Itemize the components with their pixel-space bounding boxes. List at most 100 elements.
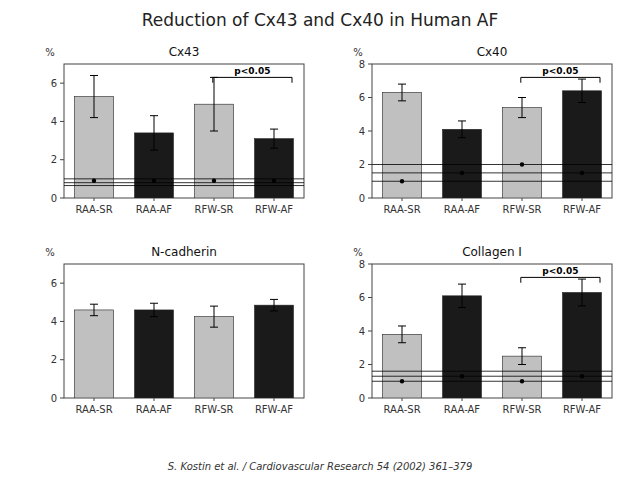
y-axis-label: %	[353, 47, 363, 58]
y-axis-label: %	[45, 247, 55, 258]
y-tick	[60, 83, 64, 84]
error-bar	[458, 284, 466, 307]
horizontal-line	[64, 178, 304, 179]
y-tick-label: 6	[359, 92, 365, 103]
y-tick	[368, 64, 372, 65]
error-bar	[270, 299, 278, 310]
y-tick	[368, 97, 372, 98]
y-tick-label: 2	[359, 159, 365, 170]
dot	[400, 179, 404, 183]
y-tick-label: 6	[359, 292, 365, 303]
x-tick	[522, 198, 523, 201]
y-tick-label: 4	[51, 316, 57, 327]
y-tick	[368, 398, 372, 399]
y-tick-label: 0	[359, 193, 365, 204]
panel-title: Cx43	[169, 45, 200, 59]
panel: 02468%RAA-SRRAA-AFRFW-SRRFW-AFCx40p<0.05	[353, 45, 612, 215]
horizontal-line	[372, 376, 612, 377]
x-tick-label: RAA-SR	[383, 204, 420, 215]
x-tick-label: RFW-SR	[194, 404, 233, 415]
annotation: p<0.05	[234, 66, 270, 76]
y-tick-label: 4	[51, 116, 57, 127]
y-tick-label: 4	[359, 126, 365, 137]
dot	[580, 171, 584, 175]
y-tick-label: 2	[51, 354, 57, 365]
x-tick	[214, 198, 215, 201]
y-tick-label: 0	[51, 393, 57, 404]
bar	[195, 317, 234, 398]
dot	[520, 162, 524, 166]
dot	[460, 171, 464, 175]
x-tick	[402, 198, 403, 201]
y-tick	[368, 198, 372, 199]
x-tick-label: RAA-AF	[444, 404, 481, 415]
panel: 0246%RAA-SRRAA-AFRFW-SRRFW-AFN-cadherin	[45, 245, 304, 415]
plot-frame	[64, 264, 304, 398]
error-bar	[518, 98, 526, 118]
error-bar	[578, 279, 586, 306]
y-tick-label: 6	[51, 278, 57, 289]
horizontal-line	[372, 371, 612, 372]
x-tick-label: RFW-SR	[502, 204, 541, 215]
horizontal-line	[372, 381, 612, 382]
x-tick-label: RAA-SR	[75, 204, 112, 215]
error-bar	[210, 306, 218, 327]
bar	[255, 305, 294, 398]
y-tick-label: 4	[359, 326, 365, 337]
x-tick	[154, 398, 155, 401]
x-tick-label: RFW-AF	[255, 204, 293, 215]
annotation: p<0.05	[542, 66, 578, 76]
y-tick	[368, 364, 372, 365]
x-tick-label: RFW-SR	[502, 404, 541, 415]
y-tick-label: 0	[51, 193, 57, 204]
x-tick	[274, 198, 275, 201]
chart: Reduction of Cx43 and Cx40 in Human AFS.…	[0, 0, 640, 480]
plot-frame	[372, 64, 612, 198]
y-axis-label: %	[45, 47, 55, 58]
bar	[563, 91, 602, 198]
y-tick-label: 2	[51, 154, 57, 165]
dot	[460, 374, 464, 378]
bar	[75, 310, 114, 398]
x-tick-label: RAA-AF	[136, 404, 173, 415]
marks	[372, 79, 612, 198]
y-tick	[368, 297, 372, 298]
x-tick-label: RFW-AF	[563, 204, 601, 215]
error-bar	[458, 121, 466, 138]
horizontal-line	[372, 172, 612, 173]
x-tick	[402, 398, 403, 401]
y-tick-label: 8	[359, 259, 365, 270]
annotation: p<0.05	[542, 266, 578, 276]
y-tick	[60, 359, 64, 360]
bar	[443, 129, 482, 198]
x-tick-label: RAA-SR	[75, 404, 112, 415]
error-bar	[398, 84, 406, 101]
x-tick	[462, 398, 463, 401]
x-tick	[94, 198, 95, 201]
y-axis-label: %	[353, 247, 363, 258]
x-tick-label: RFW-SR	[194, 204, 233, 215]
x-tick	[522, 398, 523, 401]
dot	[580, 374, 584, 378]
x-tick	[462, 198, 463, 201]
bar	[563, 292, 602, 398]
background	[0, 0, 640, 480]
horizontal-line	[372, 181, 612, 182]
panel-title: Cx40	[477, 45, 508, 59]
dot	[92, 179, 96, 183]
marks	[75, 299, 294, 398]
x-tick-label: RAA-SR	[383, 404, 420, 415]
x-tick-label: RFW-AF	[563, 404, 601, 415]
y-tick-label: 0	[359, 393, 365, 404]
bar	[443, 296, 482, 398]
significance-bracket	[213, 77, 292, 82]
error-bar	[90, 75, 98, 117]
y-tick	[60, 398, 64, 399]
marks	[372, 279, 612, 398]
x-tick-label: RFW-AF	[255, 404, 293, 415]
x-tick	[154, 198, 155, 201]
dot	[152, 179, 156, 183]
y-tick	[60, 159, 64, 160]
plot-frame	[372, 264, 612, 398]
error-bar	[150, 116, 158, 150]
